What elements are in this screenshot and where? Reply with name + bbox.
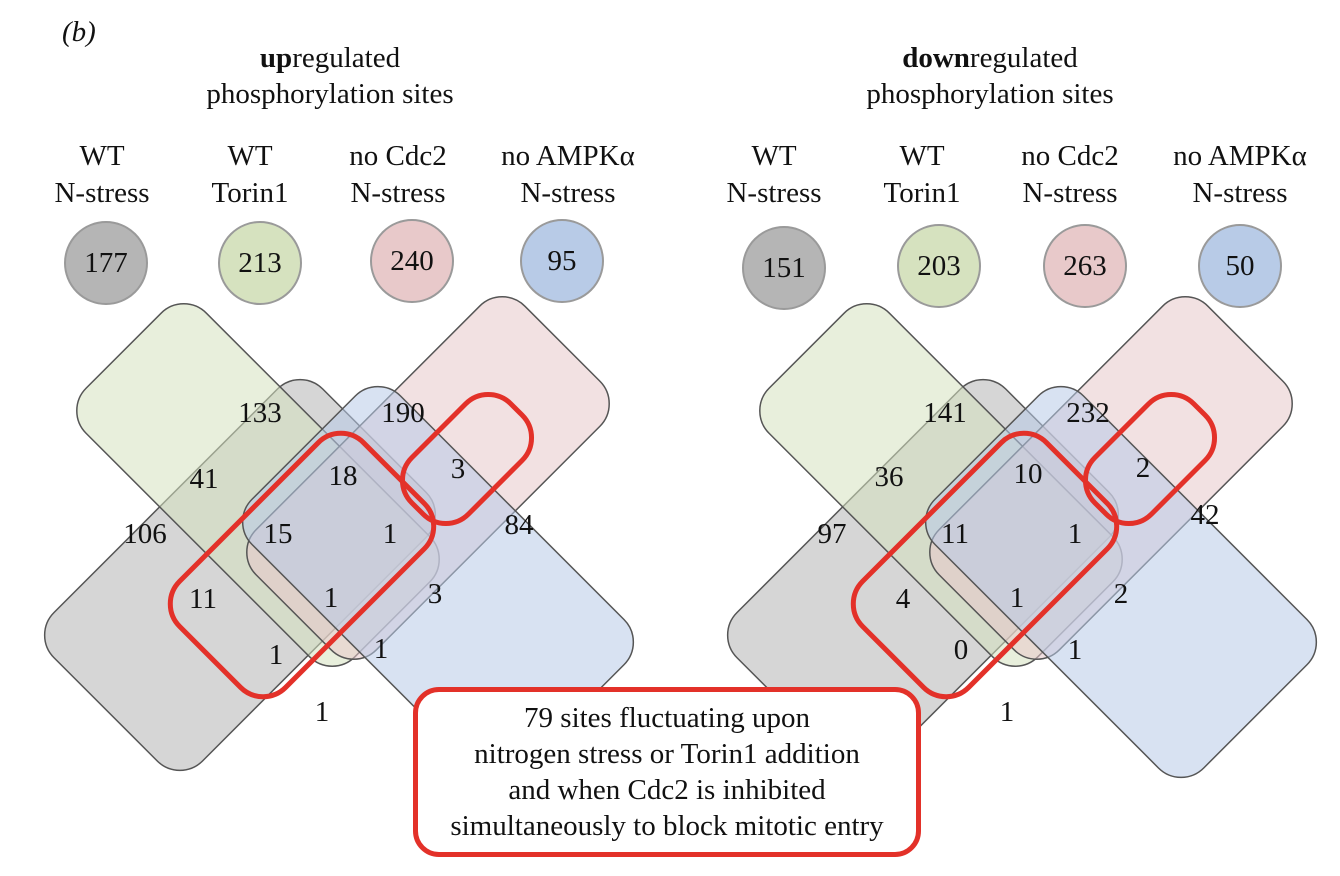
down-set-noampk <box>924 385 1318 779</box>
up-total-wt-torin1: 213 <box>218 221 302 305</box>
down-title-line2: phosphorylation sites <box>866 78 1114 110</box>
cond-line1: no AMPKα <box>1173 140 1307 172</box>
down-region-torin1-only: 141 <box>923 397 967 429</box>
down-total-wt-nstress: 151 <box>742 226 826 310</box>
cond-line1: WT <box>751 140 797 172</box>
down-region-nstress-ampk: 1 <box>999 696 1015 728</box>
panel-label: (b) <box>62 16 96 48</box>
down-region-nstress-torin1: 36 <box>874 461 904 493</box>
up-region-noampk-only: 84 <box>504 509 534 541</box>
up-region-nstress-torin1: 41 <box>189 463 219 495</box>
cond-line2: Torin1 <box>211 177 289 209</box>
up-region-all-four: 1 <box>323 582 339 614</box>
up-region-nstress-ampk: 1 <box>314 696 330 728</box>
down-region-torin1-cdc2-ampk: 1 <box>1067 518 1083 550</box>
up-cond-wt-nstress: WT N-stress <box>17 138 187 212</box>
down-total-nocdc2: 263 <box>1043 224 1127 308</box>
up-region-nstress-only: 106 <box>123 518 167 550</box>
down-region-nstress-torin1-cdc2: 11 <box>941 518 969 550</box>
down-region-nocdc2-only: 232 <box>1066 397 1110 429</box>
up-title: upregulated phosphorylation sites <box>180 40 480 112</box>
up-region-torin1-cdc2-ampk: 1 <box>382 518 398 550</box>
cond-line1: WT <box>899 140 945 172</box>
up-region-nstress-torin1-cdc2: 15 <box>263 518 293 550</box>
up-region-torin1-ampk: 3 <box>427 578 443 610</box>
up-region-cdc2-ampk: 3 <box>450 453 466 485</box>
down-region-torin1-ampk: 2 <box>1113 578 1129 610</box>
callout-box: 79 sites fluctuating upon nitrogen stres… <box>413 687 921 857</box>
cond-line1: no Cdc2 <box>1021 140 1119 172</box>
down-region-all-four: 1 <box>1009 582 1025 614</box>
up-region-nstress-torin1-ampk: 1 <box>373 633 389 665</box>
down-title-rest: regulated <box>969 42 1078 74</box>
down-hl-small <box>1082 391 1218 527</box>
cond-line1: WT <box>227 140 273 172</box>
cond-line2: N-stress <box>1192 177 1288 209</box>
down-region-noampk-only: 42 <box>1190 499 1220 531</box>
callout-line2: nitrogen stress or Torin1 addition <box>474 738 860 770</box>
up-cond-nocdc2: no Cdc2 N-stress <box>313 138 483 212</box>
up-region-nstress-cdc2: 11 <box>189 583 217 615</box>
up-title-bold: up <box>259 42 293 74</box>
up-region-torin1-cdc2: 18 <box>328 460 358 492</box>
down-cond-wt-nstress: WT N-stress <box>689 138 859 212</box>
down-cond-noampk: no AMPKα N-stress <box>1155 138 1325 212</box>
venn-down <box>726 296 1318 779</box>
down-total-noampk: 50 <box>1198 224 1282 308</box>
up-total-nocdc2: 240 <box>370 219 454 303</box>
up-title-rest: regulated <box>292 42 401 74</box>
cond-line1: no AMPKα <box>501 140 635 172</box>
cond-line2: N-stress <box>726 177 822 209</box>
up-cond-wt-torin1: WT Torin1 <box>165 138 335 212</box>
up-hl-small <box>399 391 535 527</box>
callout-line3: and when Cdc2 is inhibited <box>508 774 826 806</box>
up-total-wt-nstress: 177 <box>64 221 148 305</box>
up-region-nocdc2-only: 190 <box>381 397 425 429</box>
cond-line2: N-stress <box>1022 177 1118 209</box>
down-region-nstress-cdc2-ampk: 0 <box>953 634 969 666</box>
up-title-line2: phosphorylation sites <box>206 78 454 110</box>
venn-up <box>43 296 635 779</box>
up-cond-noampk: no AMPKα N-stress <box>483 138 653 212</box>
down-region-nstress-only: 97 <box>817 518 847 550</box>
callout-line4: simultaneously to block mitotic entry <box>450 810 884 842</box>
up-region-torin1-only: 133 <box>238 397 282 429</box>
down-cond-nocdc2: no Cdc2 N-stress <box>985 138 1155 212</box>
down-region-nstress-torin1-ampk: 1 <box>1067 634 1083 666</box>
up-region-nstress-cdc2-ampk: 1 <box>268 639 284 671</box>
up-hl-big <box>167 430 437 700</box>
down-hl-big <box>850 430 1120 700</box>
down-region-torin1-cdc2: 10 <box>1013 458 1043 490</box>
cond-line1: WT <box>79 140 125 172</box>
down-cond-wt-torin1: WT Torin1 <box>837 138 1007 212</box>
down-region-cdc2-ampk: 2 <box>1135 452 1151 484</box>
down-total-wt-torin1: 203 <box>897 224 981 308</box>
up-total-noampk: 95 <box>520 219 604 303</box>
cond-line2: N-stress <box>54 177 150 209</box>
callout-line1: 79 sites fluctuating upon <box>524 702 810 734</box>
cond-line2: N-stress <box>520 177 616 209</box>
down-title: downregulated phosphorylation sites <box>840 40 1140 112</box>
cond-line2: N-stress <box>350 177 446 209</box>
cond-line2: Torin1 <box>883 177 961 209</box>
down-title-bold: down <box>902 42 970 74</box>
down-region-nstress-cdc2: 4 <box>895 583 911 615</box>
cond-line1: no Cdc2 <box>349 140 447 172</box>
